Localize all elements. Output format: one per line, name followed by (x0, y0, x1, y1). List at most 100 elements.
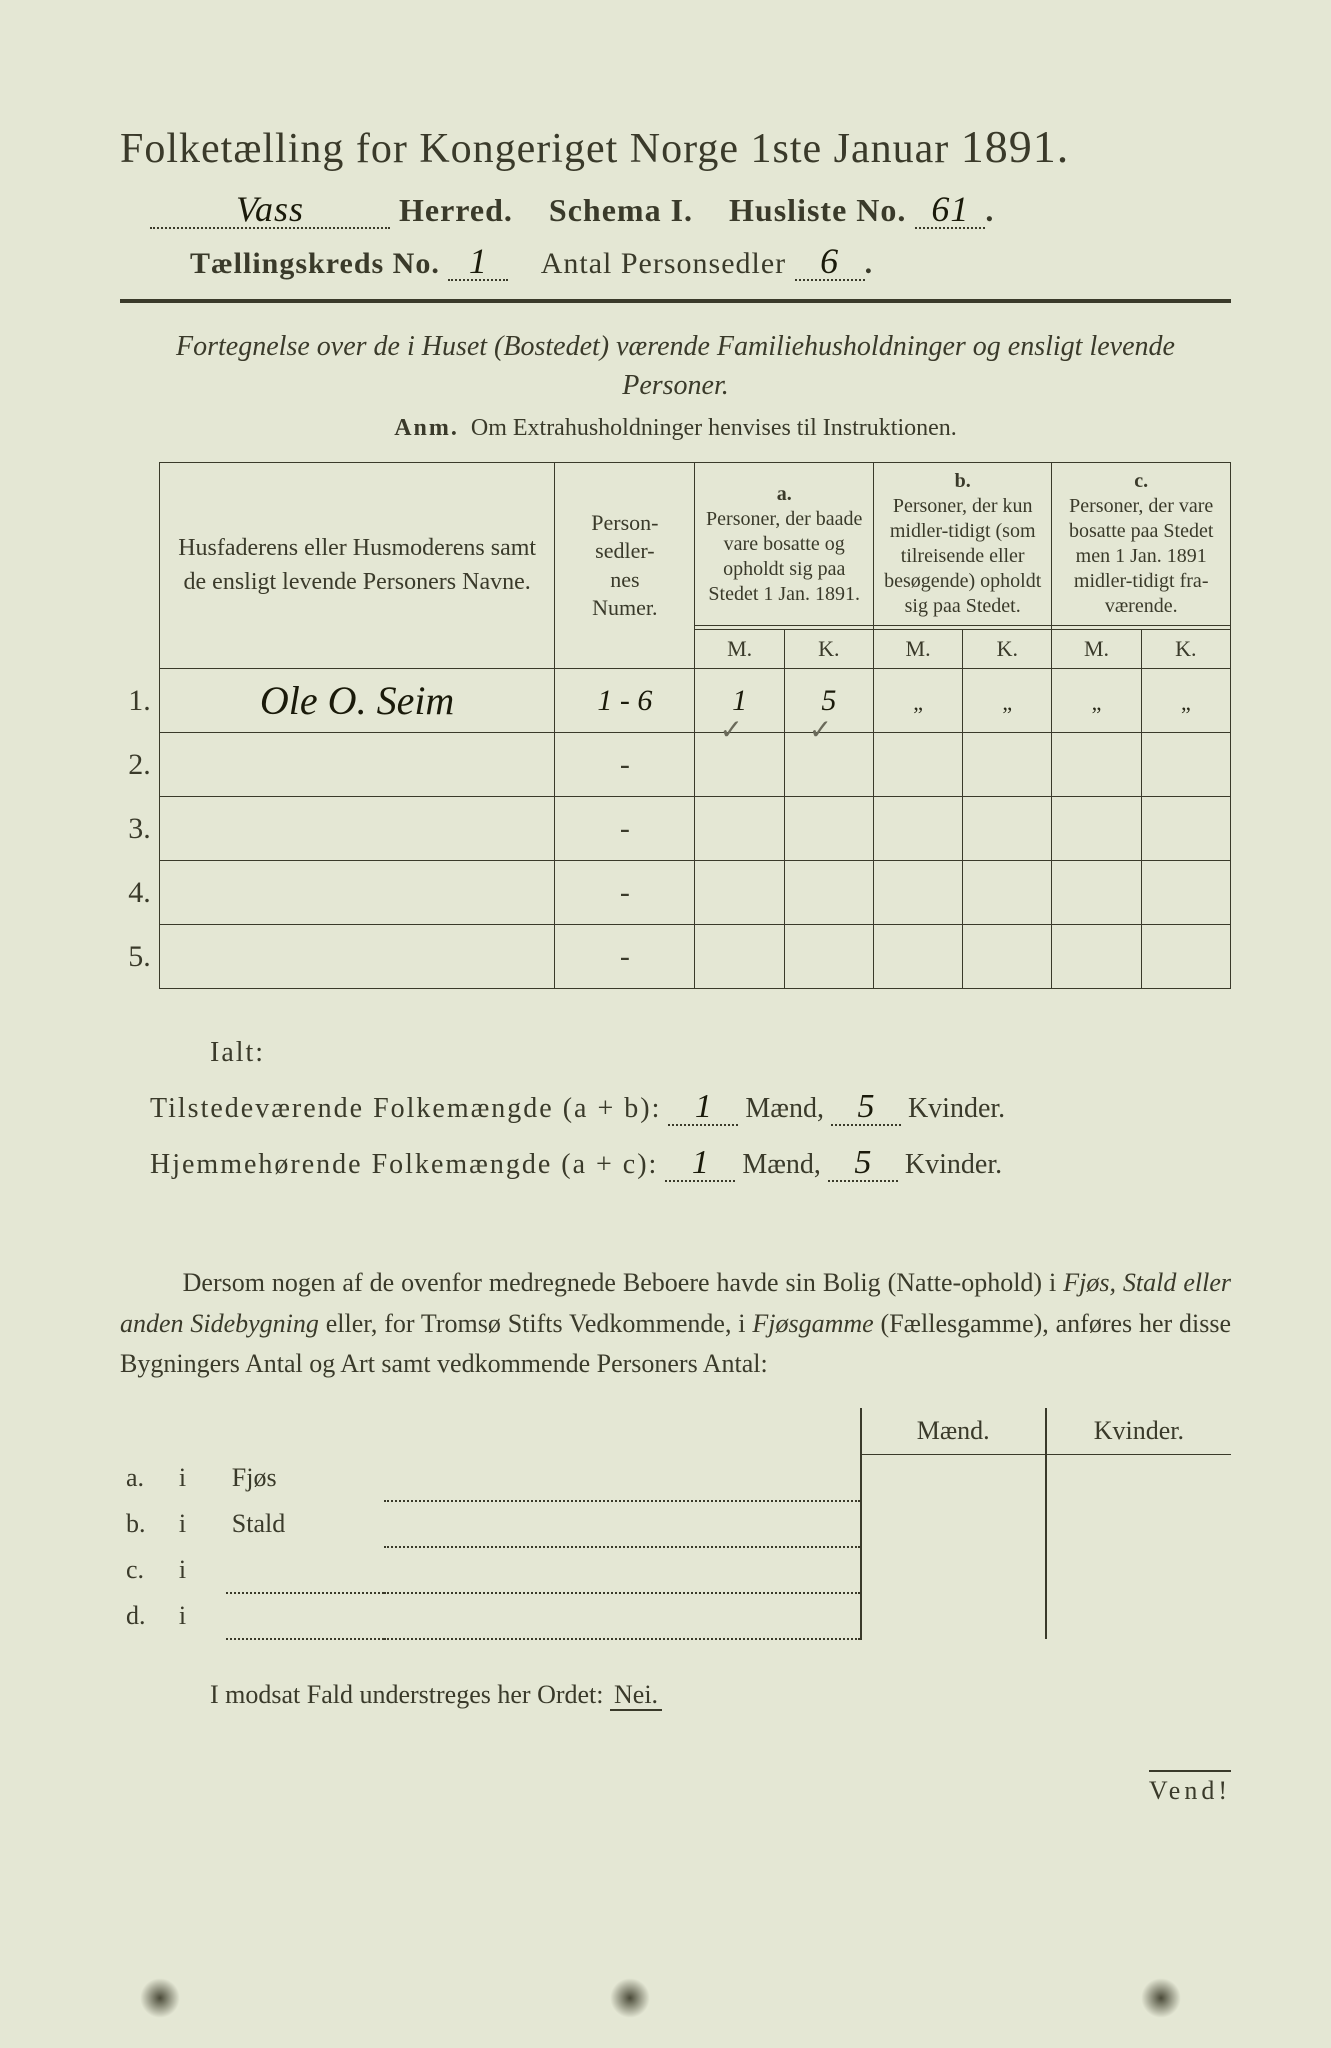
nei-line: I modsat Fald understreges her Ordet: Ne… (120, 1680, 1231, 1710)
col-c-m: M. (1052, 630, 1141, 669)
maend-label: Mænd, (745, 1093, 824, 1124)
anm-line: Anm. Om Extrahusholdninger henvises til … (120, 415, 1231, 442)
kreds-line: Tællingskreds No. 1 Antal Personsedler 6… (120, 243, 1231, 281)
anm-label: Anm. (394, 415, 459, 441)
num-cell: - (555, 797, 695, 861)
census-table: Husfaderens eller Husmoderens samt de en… (120, 462, 1231, 989)
table-row: 3. - (120, 797, 1231, 861)
title-year: 1891. (961, 121, 1070, 172)
row-num: 1. (120, 669, 160, 733)
col-name-head: Husfaderens eller Husmoderens samt de en… (160, 463, 555, 669)
total-ab-k: 5 (831, 1090, 901, 1126)
kreds-value: 1 (448, 243, 508, 281)
col-c-head: c. Personer, der vare bosatte paa Stedet… (1052, 463, 1231, 626)
table-body: 1. Ole O. Seim 1 - 6 1 ✓ 5 ✓ „ „ „ „ 2. (120, 669, 1231, 989)
main-title: Folketælling for Kongeriget Norge 1ste J… (120, 120, 1231, 173)
name-cell (160, 925, 555, 989)
name-cell (160, 861, 555, 925)
husliste-value: 61 (915, 191, 985, 229)
total-ac-label: Hjemmehørende Folkemængde (a + c): (150, 1149, 658, 1180)
bygn-row: c. i (120, 1547, 1231, 1593)
row-num: 3. (120, 797, 160, 861)
name-cell (160, 733, 555, 797)
bygn-row: d. i (120, 1593, 1231, 1639)
census-form-page: Folketælling for Kongeriget Norge 1ste J… (0, 0, 1331, 2048)
bygn-key: c. (120, 1547, 173, 1593)
dersom-paragraph: Dersom nogen af de ovenfor medregnede Be… (120, 1263, 1231, 1384)
herred-line: Vass Herred. Schema I. Husliste No. 61. (120, 191, 1231, 229)
title-prefix: Folketælling for Kongeriget Norge 1ste J… (120, 126, 949, 172)
num-cell: 1 - 6 (555, 669, 695, 733)
total-ab-line: Tilstedeværende Folkemængde (a + b): 1 M… (150, 1081, 1231, 1137)
anm-text: Om Extrahusholdninger henvises til Instr… (471, 415, 957, 441)
total-ab-label: Tilstedeværende Folkemængde (a + b): (150, 1093, 661, 1124)
herred-value: Vass (150, 191, 390, 229)
maend-label: Mænd, (742, 1149, 821, 1180)
table-row: 4. - (120, 861, 1231, 925)
bygn-row: b. i Stald (120, 1501, 1231, 1547)
b-k-cell: „ (963, 669, 1052, 733)
c-m-cell: „ (1052, 669, 1141, 733)
bygn-row: a. i Fjøs (120, 1455, 1231, 1501)
bygn-key: a. (120, 1455, 173, 1501)
personsedler-value: 6 (795, 243, 865, 281)
subtitle-text: Fortegnelse over de i Huset (Bostedet) v… (176, 331, 1175, 401)
total-ab-m: 1 (668, 1090, 738, 1126)
a-k-value: 5 (821, 684, 836, 717)
col-a-head: a. Personer, der baade vare bosatte og o… (695, 463, 873, 626)
b-k-value: „ (1002, 690, 1012, 715)
col-c-text: Personer, der vare bosatte paa Stedet me… (1069, 495, 1213, 617)
husliste-label: Husliste No. (729, 192, 906, 228)
total-ac-line: Hjemmehørende Folkemængde (a + c): 1 Mæn… (150, 1137, 1231, 1193)
bygn-label: Stald (226, 1501, 385, 1547)
col-c-top: c. (1134, 470, 1148, 492)
bygn-i: i (173, 1501, 226, 1547)
kvinder-label: Kvinder. (905, 1149, 1002, 1180)
herred-label: Herred. (399, 192, 513, 228)
check-k: ✓ (809, 713, 832, 747)
dersom-em2: Fjøsgamme (752, 1309, 873, 1338)
bygn-i: i (173, 1547, 226, 1593)
b-m-value: „ (913, 690, 923, 715)
personsedler-label: Antal Personsedler (541, 247, 786, 280)
bygn-label: Fjøs (226, 1455, 385, 1501)
col-a-text: Personer, der baade vare bosatte og opho… (706, 508, 862, 605)
num-value: 1 - 6 (597, 684, 652, 717)
vend-label: Vend! (1149, 1770, 1231, 1806)
col-c-k: K. (1141, 630, 1230, 669)
col-num-head: Person- sedler- nes Numer. (555, 463, 695, 669)
num-cell: - (555, 925, 695, 989)
check-m: ✓ (719, 713, 742, 747)
a-m-value: 1 (732, 684, 747, 717)
tear-mark (610, 1978, 650, 2018)
a-k-cell: 5 ✓ (784, 669, 873, 733)
bygn-i: i (173, 1455, 226, 1501)
col-a-top: a. (777, 483, 792, 505)
bygn-i: i (173, 1593, 226, 1639)
c-k-cell: „ (1141, 669, 1230, 733)
dersom-t2: eller, for Tromsø Stifts Vedkommende, i (326, 1309, 753, 1338)
divider-1 (120, 299, 1231, 303)
bygn-key: b. (120, 1501, 173, 1547)
row-num: 5. (120, 925, 160, 989)
nei-word: Nei. (610, 1680, 662, 1711)
c-k-value: „ (1181, 690, 1191, 715)
kreds-label: Tællingskreds No. (190, 247, 440, 280)
col-a-m: M. (695, 630, 784, 669)
name-cell: Ole O. Seim (160, 669, 555, 733)
bygn-head-m: Mænd. (861, 1408, 1046, 1455)
kvinder-label: Kvinder. (908, 1093, 1005, 1124)
bygn-table: Mænd. Kvinder. a. i Fjøs b. i Stald c. i… (120, 1408, 1231, 1640)
totals-block: Ialt: Tilstedeværende Folkemængde (a + b… (120, 1025, 1231, 1193)
num-cell: - (555, 861, 695, 925)
a-m-cell: 1 ✓ (695, 669, 784, 733)
table-row: 5. - (120, 925, 1231, 989)
table-row: 2. - (120, 733, 1231, 797)
row-num: 4. (120, 861, 160, 925)
bygn-key: d. (120, 1593, 173, 1639)
col-b-top: b. (955, 470, 971, 492)
col-b-text: Personer, der kun midler-tidigt (som til… (884, 495, 1041, 617)
tear-mark (140, 1978, 180, 2018)
total-ac-m: 1 (665, 1146, 735, 1182)
col-b-head: b. Personer, der kun midler-tidigt (som … (873, 463, 1051, 626)
